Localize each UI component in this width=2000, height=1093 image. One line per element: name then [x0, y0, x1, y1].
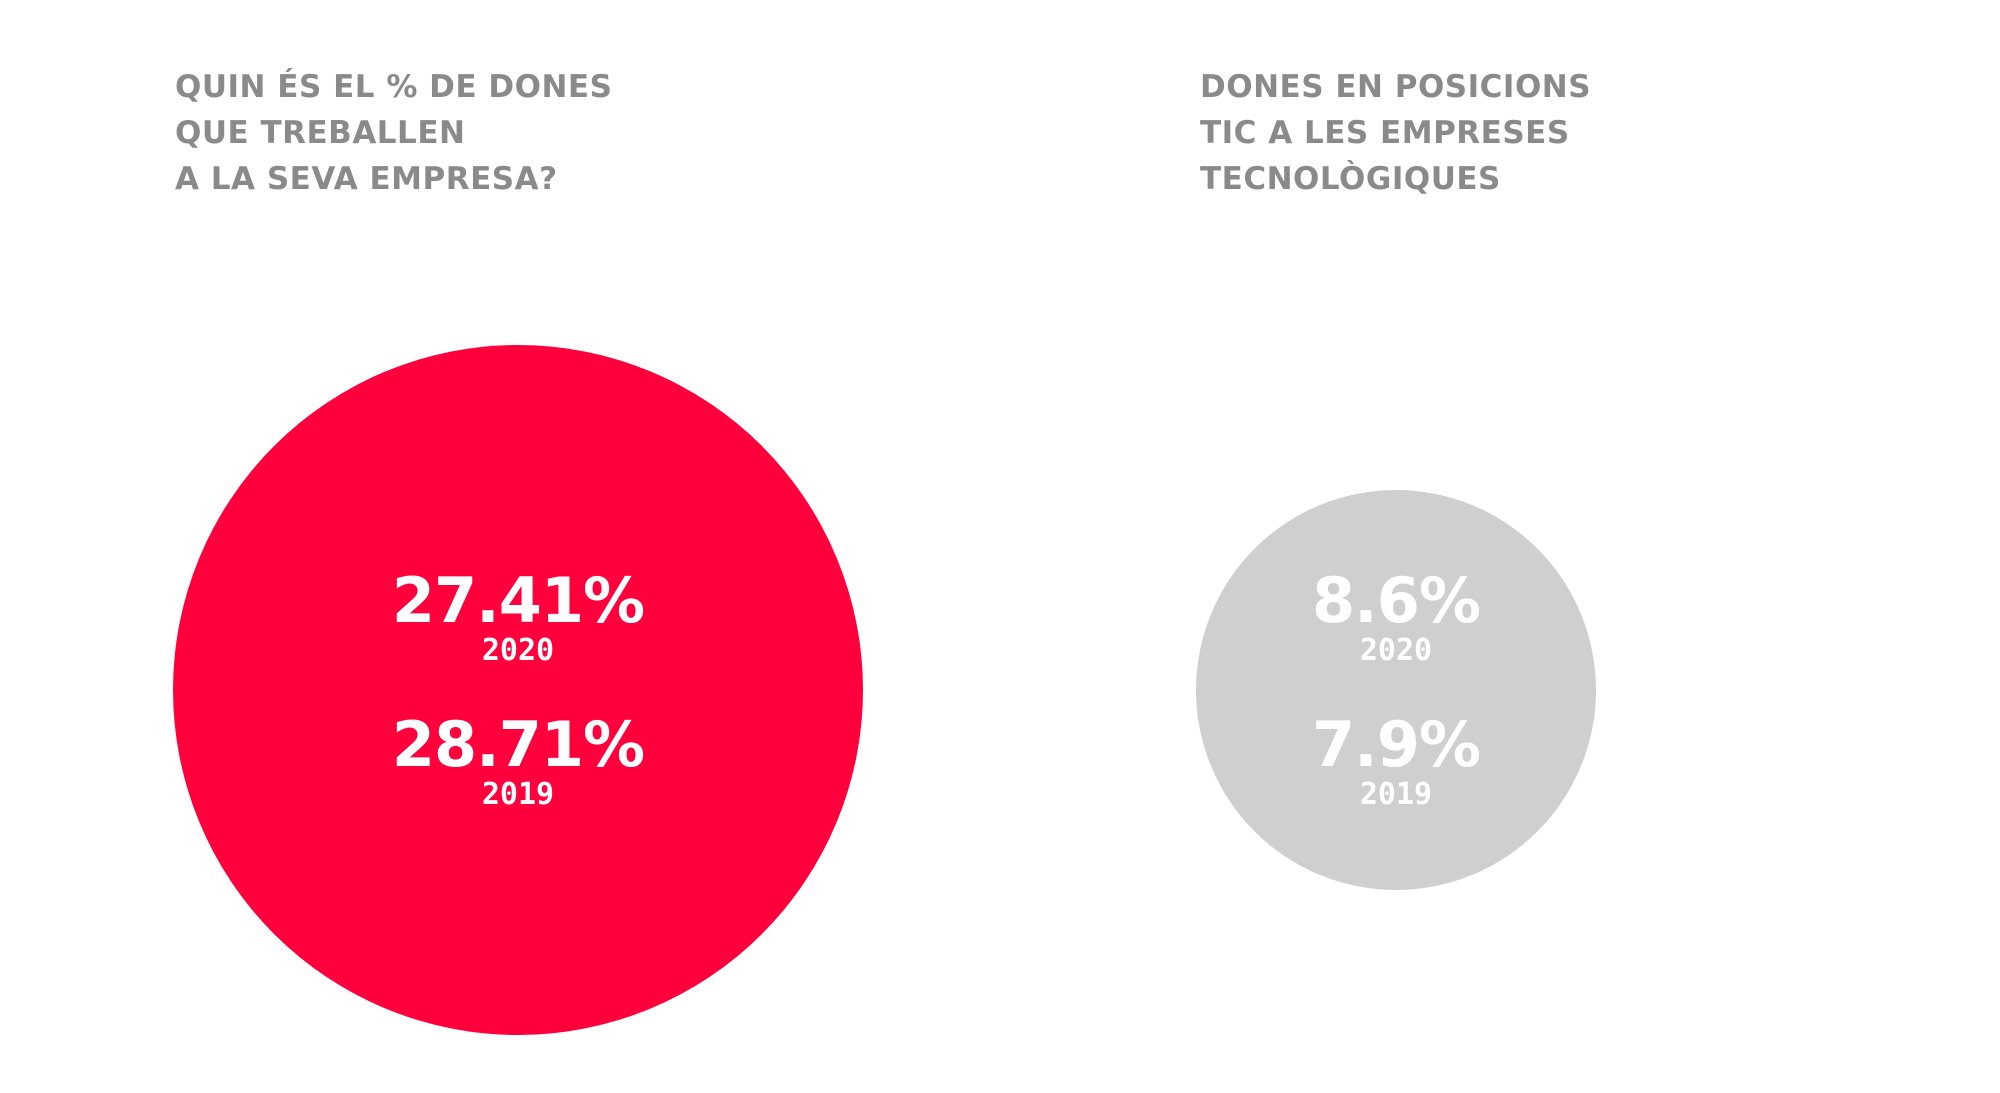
- year-label-2020: 2020: [1359, 633, 1433, 668]
- year-label-2020: 2020: [481, 633, 555, 668]
- bubble-labels: 27.41% 2020 28.71% 2019: [173, 568, 863, 812]
- chart-panel-women-in-ict: DONES EN POSICIONS TIC A LES EMPRESES TE…: [1000, 0, 2000, 1093]
- value-label-2020: 8.6%: [1312, 564, 1481, 637]
- chart-panel-women-in-company: QUIN ÉS EL % DE DONES QUE TREBALLEN A LA…: [173, 64, 863, 1035]
- chart-title-line: QUIN ÉS EL % DE DONES: [175, 69, 613, 105]
- year-label-2019: 2019: [481, 777, 555, 812]
- bubble-labels: 8.6% 2020 7.9% 2019: [1196, 568, 1596, 812]
- chart-title-line: TECNOLÒGIQUES: [1200, 161, 1501, 197]
- chart-title-line: DONES EN POSICIONS: [1200, 69, 1592, 105]
- chart-title-line: QUE TREBALLEN: [175, 115, 466, 151]
- percentage-bubble: 27.41% 2020 28.71% 2019: [173, 345, 863, 1035]
- chart-title-line: A LA SEVA EMPRESA?: [175, 161, 558, 197]
- chart-title: QUIN ÉS EL % DE DONES QUE TREBALLEN A LA…: [175, 64, 612, 202]
- value-label-2019: 7.9%: [1312, 708, 1481, 781]
- value-label-2020: 27.41%: [391, 564, 645, 637]
- percentage-bubble: 8.6% 2020 7.9% 2019: [1196, 490, 1596, 890]
- chart-title: DONES EN POSICIONS TIC A LES EMPRESES TE…: [1200, 64, 1591, 202]
- value-label-2019: 28.71%: [391, 708, 645, 781]
- chart-title-line: TIC A LES EMPRESES: [1200, 115, 1570, 151]
- year-label-2019: 2019: [1359, 777, 1433, 812]
